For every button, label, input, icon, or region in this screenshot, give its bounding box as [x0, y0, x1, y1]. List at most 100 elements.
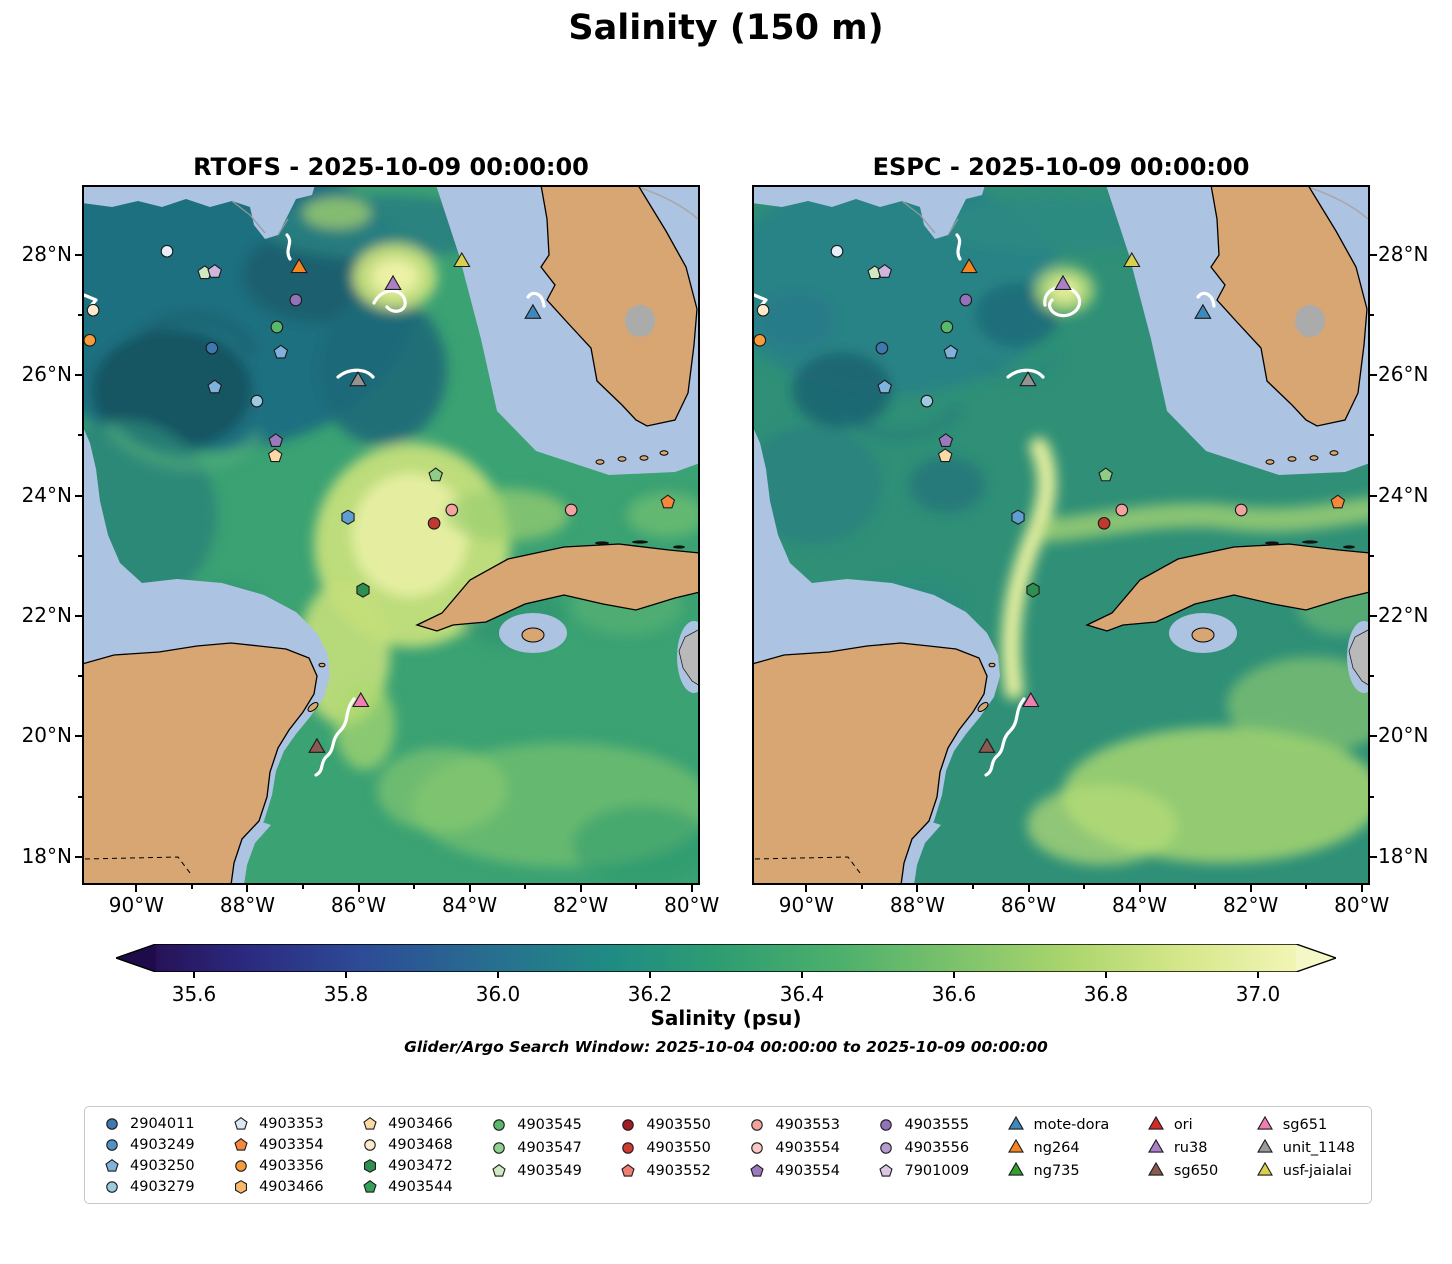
- marker-sg650: [978, 737, 996, 753]
- colorbar-tick: [1105, 972, 1107, 978]
- legend-column: ori ru38 sg650: [1145, 1113, 1218, 1197]
- legend-marker-circle-icon: [622, 1118, 635, 1131]
- colorbar-tick: [953, 972, 955, 978]
- legend-item-4903553: 4903553: [746, 1113, 840, 1136]
- legend-item-4903545: 4903545: [488, 1113, 582, 1136]
- float-markers: [753, 244, 1346, 753]
- marker-4903356: [753, 333, 767, 347]
- x-axis-tick-label: 80°W: [1334, 893, 1390, 917]
- marker-4903250: [207, 379, 223, 394]
- marker-sg650: [308, 737, 326, 753]
- marker-sg651: [1022, 691, 1040, 708]
- x-axis-tick: [246, 885, 249, 892]
- glider-track: [984, 697, 1026, 777]
- legend-item-label: unit_1148: [1282, 1139, 1355, 1156]
- colorbar-tick-label: 36.2: [627, 982, 673, 1006]
- belize-shelf-water: [901, 821, 941, 885]
- glider-track: [285, 233, 292, 261]
- legend-item-label: 4903549: [517, 1162, 582, 1179]
- legend-marker-pentagon-icon: [363, 1116, 377, 1130]
- marker-4903466: [267, 448, 283, 463]
- y-axis-minor-tick: [1370, 795, 1374, 798]
- glider-track: [336, 368, 375, 379]
- espc-map-canvas: [752, 185, 1370, 885]
- x-axis-minor-tick: [635, 885, 638, 889]
- legend-marker-triangle-icon: [1147, 1115, 1164, 1130]
- y-axis-tick-label: 18°N: [21, 843, 72, 868]
- marker-7901009: [207, 264, 223, 278]
- marker-4903354: [1330, 494, 1346, 509]
- marker-usf-jaialai: [1123, 251, 1141, 268]
- legend-item-usf-jaialai: usf-jaialai: [1254, 1159, 1355, 1182]
- marker-7901009: [877, 264, 893, 278]
- legend-item-label: 4903466: [259, 1178, 324, 1195]
- x-axis-minor-tick: [1083, 885, 1086, 889]
- legend-marker-circle-icon: [751, 1141, 764, 1154]
- y-axis-tick: [75, 374, 82, 377]
- marker-4903353: [830, 244, 844, 258]
- marker-ng264: [290, 257, 308, 274]
- legend-marker-pentagon-icon: [492, 1163, 506, 1177]
- legend-marker-triangle-icon: [1007, 1161, 1024, 1176]
- legend-item-label: 4903553: [775, 1116, 840, 1133]
- y-axis-minor-tick: [78, 675, 82, 678]
- lake-okeechobee: [1295, 305, 1325, 337]
- legend-marker-triangle-icon: [1147, 1161, 1164, 1176]
- colorbar-tick-label: 36.0: [475, 982, 521, 1006]
- marker-4903553: [564, 503, 578, 517]
- axes-frame: [752, 185, 1370, 885]
- marker-4903249: [341, 509, 355, 525]
- bahamas-coastline: [637, 186, 699, 220]
- legend-marker-circle-icon: [622, 1141, 635, 1154]
- y-axis-minor-tick: [1370, 554, 1374, 557]
- marker-4903249: [1011, 509, 1025, 525]
- y-axis-tick: [75, 253, 82, 256]
- marker-4903468: [86, 303, 100, 317]
- colorbar-tick: [497, 972, 499, 978]
- belize-shelf-water: [231, 821, 271, 885]
- legend-item-label: 4903354: [259, 1136, 324, 1153]
- x-axis-tick: [468, 885, 471, 892]
- x-axis-tick-label: 82°W: [553, 893, 609, 917]
- salinity-field: [752, 185, 1370, 865]
- panel-title-rtofs: RTOFS - 2025-10-09 00:00:00: [193, 153, 589, 181]
- x-axis-minor-tick: [1305, 885, 1308, 889]
- y-axis-tick: [1370, 855, 1377, 858]
- legend-marker-pentagon-icon: [750, 1163, 765, 1177]
- legend-item-7901009: 7901009: [875, 1159, 969, 1182]
- legend-item-sg650: sg650: [1145, 1159, 1218, 1182]
- legend-item-label: 4903468: [388, 1136, 453, 1153]
- y-axis-tick-label: 28°N: [1378, 241, 1429, 266]
- yucatan-land: [752, 642, 988, 885]
- y-axis-tick-label: 26°N: [21, 362, 72, 387]
- colorbar-tick-label: 36.4: [779, 982, 825, 1006]
- cozumel-island: [977, 702, 989, 712]
- legend-item-4903555: 4903555: [875, 1113, 969, 1136]
- marker-4903354: [660, 494, 676, 509]
- legend-item-ori: ori: [1145, 1113, 1218, 1136]
- colorbar-body: [156, 944, 1296, 972]
- x-axis-tick-label: 84°W: [1111, 893, 1168, 917]
- x-axis-tick-label: 88°W: [219, 893, 276, 917]
- x-axis-tick-label: 84°W: [441, 893, 498, 917]
- colorbar: [113, 943, 1339, 973]
- legend-item-label: usf-jaialai: [1282, 1162, 1352, 1179]
- legend-marker-circle-icon: [106, 1138, 118, 1151]
- marker-4903250: [943, 344, 959, 359]
- y-axis-minor-tick: [1370, 675, 1374, 678]
- legend-marker-circle-icon: [106, 1180, 118, 1193]
- marker-4903549: [428, 467, 444, 482]
- glider-track: [1196, 291, 1216, 308]
- x-axis-tick-label: 86°W: [1000, 893, 1057, 917]
- y-axis-tick: [1370, 253, 1377, 256]
- legend-item-label: sg650: [1173, 1162, 1219, 1179]
- marker-4903466: [937, 448, 953, 463]
- colorbar-tick-label: 36.8: [1083, 982, 1129, 1006]
- isle-of-youth-land: [1191, 627, 1215, 643]
- search-window-subtitle: Glider/Argo Search Window: 2025-10-04 00…: [404, 1038, 1048, 1056]
- marker-4903554: [268, 433, 284, 448]
- legend-item-label: 4903544: [388, 1178, 453, 1195]
- x-axis-tick: [805, 885, 808, 892]
- legend-marker-triangle-icon: [1256, 1115, 1273, 1130]
- legend-marker-hexagon-icon: [235, 1179, 248, 1194]
